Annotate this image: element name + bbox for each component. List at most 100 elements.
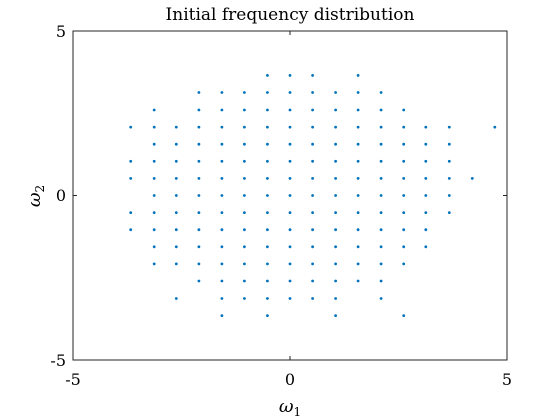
data-point (379, 125, 383, 129)
data-point (266, 194, 269, 197)
data-point (288, 91, 292, 94)
x-axis-label-symbol: ω (279, 396, 294, 417)
data-point (197, 91, 201, 94)
chart-title: Initial frequency distribution (166, 5, 415, 25)
data-point (311, 74, 314, 77)
data-point (311, 91, 314, 94)
data-point (220, 279, 224, 283)
data-point (379, 108, 383, 112)
data-point (334, 262, 337, 266)
data-point (266, 142, 269, 146)
data-point (334, 108, 337, 112)
data-point (174, 297, 178, 300)
data-point (174, 142, 178, 146)
data-point (288, 245, 292, 249)
data-point (334, 125, 337, 129)
data-point (174, 211, 178, 215)
data-point (356, 262, 360, 266)
data-point (447, 159, 451, 163)
data-point (379, 194, 383, 197)
data-point (424, 142, 428, 146)
data-point (379, 262, 383, 266)
data-point (288, 74, 292, 77)
data-point (220, 159, 224, 163)
data-point (129, 211, 133, 215)
data-point (334, 245, 337, 249)
data-point (356, 279, 360, 283)
data-point (379, 279, 383, 283)
data-point (266, 245, 269, 249)
data-point (266, 228, 269, 232)
y-tick-label: -5 (50, 351, 66, 370)
data-point (220, 108, 224, 112)
data-point (493, 125, 497, 129)
data-point (379, 297, 383, 300)
data-point (311, 245, 314, 249)
data-point (402, 159, 406, 163)
data-point (152, 108, 156, 112)
data-point (356, 159, 360, 163)
data-point (266, 314, 269, 317)
data-point (402, 262, 406, 266)
data-point (243, 125, 246, 129)
data-point (402, 125, 406, 129)
data-point (220, 177, 224, 180)
data-point (243, 177, 246, 180)
data-point (334, 314, 337, 317)
data-point (288, 262, 292, 266)
data-point (311, 142, 314, 146)
data-point (424, 159, 428, 163)
data-point (220, 228, 224, 232)
data-point (424, 228, 428, 232)
data-point (266, 177, 269, 180)
data-point (220, 194, 224, 197)
data-point (447, 194, 451, 197)
data-point (152, 211, 156, 215)
data-point (197, 262, 201, 266)
data-point (220, 211, 224, 215)
data-point (197, 211, 201, 215)
data-point (424, 194, 428, 197)
data-point (243, 279, 246, 283)
data-point (220, 262, 224, 266)
data-point (402, 108, 406, 112)
y-axis-label-subscript: 2 (33, 185, 47, 193)
data-point (288, 297, 292, 300)
data-point (311, 108, 314, 112)
data-point (447, 177, 451, 180)
data-point (220, 125, 224, 129)
data-point (402, 194, 406, 197)
data-point (220, 142, 224, 146)
data-point (311, 194, 314, 197)
data-point (266, 211, 269, 215)
y-tick-label: 0 (56, 186, 66, 205)
data-point (174, 177, 178, 180)
data-point (379, 228, 383, 232)
data-point (334, 159, 337, 163)
data-point (266, 91, 269, 94)
data-point (334, 228, 337, 232)
data-point (379, 142, 383, 146)
data-point (243, 211, 246, 215)
data-point (334, 297, 337, 300)
data-point (288, 211, 292, 215)
data-point (152, 159, 156, 163)
data-point (197, 279, 201, 283)
data-point (243, 159, 246, 163)
data-point (402, 228, 406, 232)
data-point (402, 211, 406, 215)
data-point (288, 125, 292, 129)
data-point (402, 142, 406, 146)
data-point (288, 142, 292, 146)
data-point (197, 228, 201, 232)
data-point (311, 125, 314, 129)
data-point (379, 91, 383, 94)
data-point (288, 228, 292, 232)
data-point (243, 228, 246, 232)
data-point (220, 245, 224, 249)
data-point (311, 211, 314, 215)
data-point (266, 74, 269, 77)
data-point (243, 142, 246, 146)
data-point (243, 297, 246, 300)
data-point (356, 74, 360, 77)
